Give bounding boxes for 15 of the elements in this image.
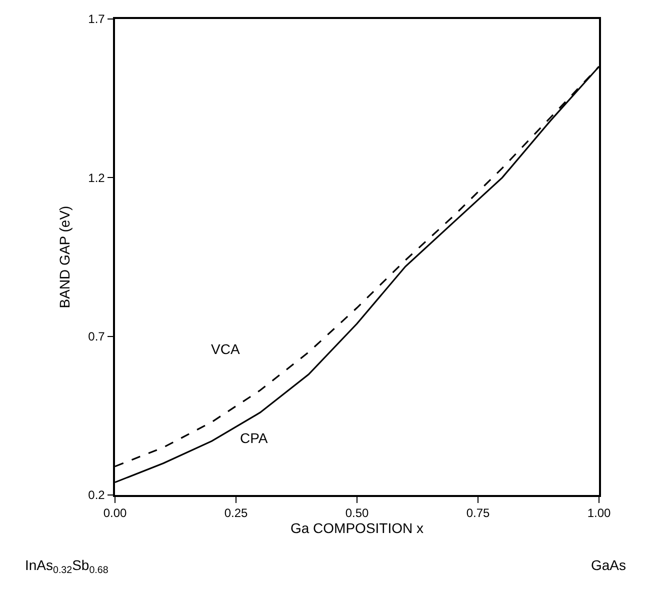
text: InAs$_{0.32}$Sb$_{0.68}$: [25, 557, 109, 576]
y-tick-label: 1.7: [88, 12, 106, 26]
x-tick-label: 0.75: [466, 506, 490, 520]
annotation: CPA: [240, 430, 268, 446]
y-tick-label: 0.7: [88, 330, 106, 344]
x-tick-label: 0.50: [345, 506, 369, 520]
x-tick-label: 0.00: [103, 506, 127, 520]
y-axis-title: BAND GAP (eV): [56, 206, 72, 308]
x-tick-label: 0.25: [224, 506, 248, 520]
text: GaAs: [591, 557, 626, 573]
y-tick-label: 1.2: [88, 170, 106, 185]
x-tick-label: 1.00: [587, 506, 611, 520]
annotation: VCA: [211, 341, 240, 357]
y-tick-label: 0.2: [88, 488, 106, 502]
x-axis-title: Ga COMPOSITION x: [290, 520, 424, 536]
